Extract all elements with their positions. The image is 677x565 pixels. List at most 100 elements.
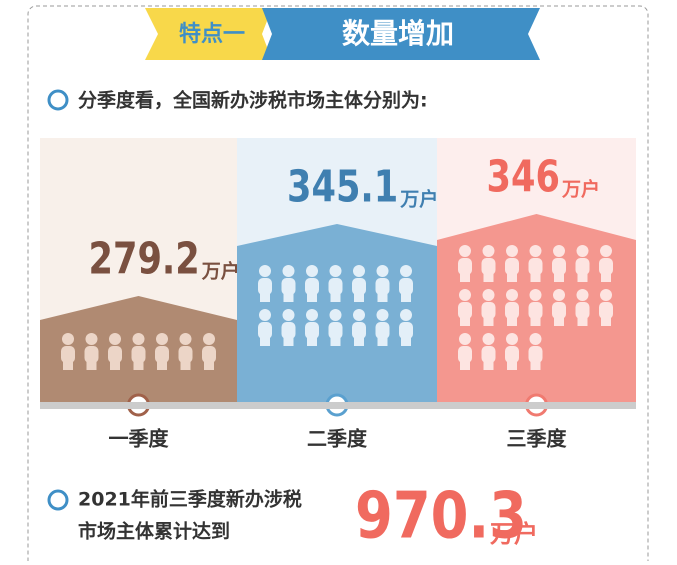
tag-text: 特点一	[179, 21, 245, 47]
person-leg	[354, 336, 364, 346]
person-leg	[204, 360, 214, 370]
person-head	[109, 333, 121, 345]
person-leg	[133, 360, 144, 370]
person-body	[575, 258, 590, 275]
person-leg	[601, 272, 611, 282]
person-head	[482, 245, 495, 257]
person-head	[329, 265, 342, 277]
person-head	[400, 309, 412, 321]
person-body	[281, 322, 296, 339]
person-leg	[530, 272, 541, 282]
person-body	[108, 346, 122, 363]
person-body	[61, 346, 75, 363]
person-leg	[577, 272, 588, 282]
person-leg	[507, 272, 517, 282]
intro-text: 分季度看，全国新办涉税市场主体分别为:	[78, 89, 428, 112]
person-head	[203, 333, 215, 345]
person-head	[576, 245, 589, 257]
person-head	[576, 289, 589, 301]
person-head	[459, 333, 471, 345]
summary-line: 市场主体累计达到	[78, 520, 230, 543]
person-head	[259, 309, 271, 321]
person-head	[506, 245, 518, 257]
person-head	[459, 245, 471, 257]
person-head	[376, 309, 389, 321]
person-body	[328, 322, 343, 339]
quarter-unit: 万户	[201, 260, 240, 283]
person-leg	[377, 292, 388, 302]
person-body	[458, 302, 472, 319]
quarter-value: 345.1	[287, 162, 398, 213]
person-body	[575, 302, 590, 319]
quarter-unit: 万户	[561, 178, 600, 201]
person-body	[131, 346, 146, 363]
person-head	[529, 245, 542, 257]
person-head	[306, 265, 318, 277]
person-head	[459, 289, 471, 301]
person-leg	[354, 292, 364, 302]
person-leg	[330, 292, 341, 302]
person-body	[155, 346, 169, 363]
person-leg	[260, 292, 270, 302]
person-head	[329, 309, 342, 321]
person-leg	[460, 316, 470, 326]
person-body	[399, 322, 413, 339]
person-body	[505, 302, 519, 319]
bullet	[47, 89, 69, 111]
person-body	[202, 346, 216, 363]
person-head	[353, 265, 365, 277]
person-body	[328, 278, 343, 295]
person-head	[282, 265, 295, 277]
person-body	[528, 302, 543, 319]
person-body	[375, 322, 390, 339]
person-leg	[157, 360, 167, 370]
person-body	[552, 258, 566, 275]
person-leg	[577, 316, 588, 326]
person-leg	[330, 336, 341, 346]
person-leg	[110, 360, 120, 370]
person-leg	[554, 316, 564, 326]
person-head	[179, 333, 192, 345]
summary-value: 970.3	[355, 479, 527, 553]
summary-line: 2021年前三季度新办涉税	[78, 488, 302, 511]
person-leg	[307, 292, 317, 302]
frame	[27, 5, 649, 565]
person-head	[482, 333, 495, 345]
person-body	[352, 322, 366, 339]
title-banner	[262, 8, 540, 60]
person-body	[258, 278, 272, 295]
person-leg	[460, 272, 470, 282]
tag-banner	[145, 8, 272, 60]
person-leg	[507, 360, 517, 370]
person-body	[84, 346, 99, 363]
person-body	[178, 346, 193, 363]
person-leg	[530, 360, 541, 370]
person-head	[132, 333, 145, 345]
person-leg	[307, 336, 317, 346]
quarter-label: 三季度	[507, 427, 568, 451]
person-leg	[530, 316, 541, 326]
person-leg	[483, 272, 494, 282]
person-leg	[460, 360, 470, 370]
person-body	[375, 278, 390, 295]
person-leg	[283, 336, 294, 346]
person-head	[529, 289, 542, 301]
person-leg	[483, 360, 494, 370]
person-leg	[180, 360, 191, 370]
person-head	[85, 333, 98, 345]
person-head	[156, 333, 168, 345]
person-body	[305, 278, 319, 295]
person-head	[600, 245, 612, 257]
person-body	[481, 258, 496, 275]
quarter-label: 二季度	[307, 427, 368, 451]
person-head	[506, 289, 518, 301]
person-body	[281, 278, 296, 295]
person-leg	[554, 272, 564, 282]
person-leg	[401, 336, 411, 346]
quarter-value: 279.2	[89, 234, 200, 285]
person-leg	[260, 336, 270, 346]
quarter-unit: 万户	[399, 188, 438, 211]
